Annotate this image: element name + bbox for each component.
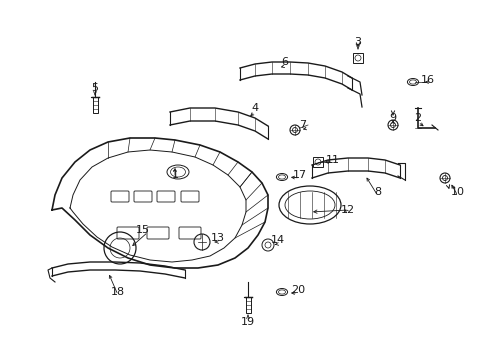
Text: 12: 12 <box>340 205 354 215</box>
Text: 2: 2 <box>414 113 421 123</box>
Text: 10: 10 <box>450 187 464 197</box>
Text: 18: 18 <box>111 287 125 297</box>
Text: 4: 4 <box>251 103 258 113</box>
Text: 20: 20 <box>290 285 305 295</box>
Text: 5: 5 <box>91 83 98 93</box>
Text: 11: 11 <box>325 155 339 165</box>
Text: 19: 19 <box>241 317 255 327</box>
Text: 15: 15 <box>136 225 150 235</box>
Text: 7: 7 <box>299 120 306 130</box>
Text: 6: 6 <box>281 57 288 67</box>
Text: 1: 1 <box>171 170 178 180</box>
Text: 13: 13 <box>210 233 224 243</box>
Text: 17: 17 <box>292 170 306 180</box>
Text: 3: 3 <box>354 37 361 47</box>
Text: 9: 9 <box>388 113 396 123</box>
Text: 16: 16 <box>420 75 434 85</box>
Text: 14: 14 <box>270 235 285 245</box>
Text: 8: 8 <box>374 187 381 197</box>
